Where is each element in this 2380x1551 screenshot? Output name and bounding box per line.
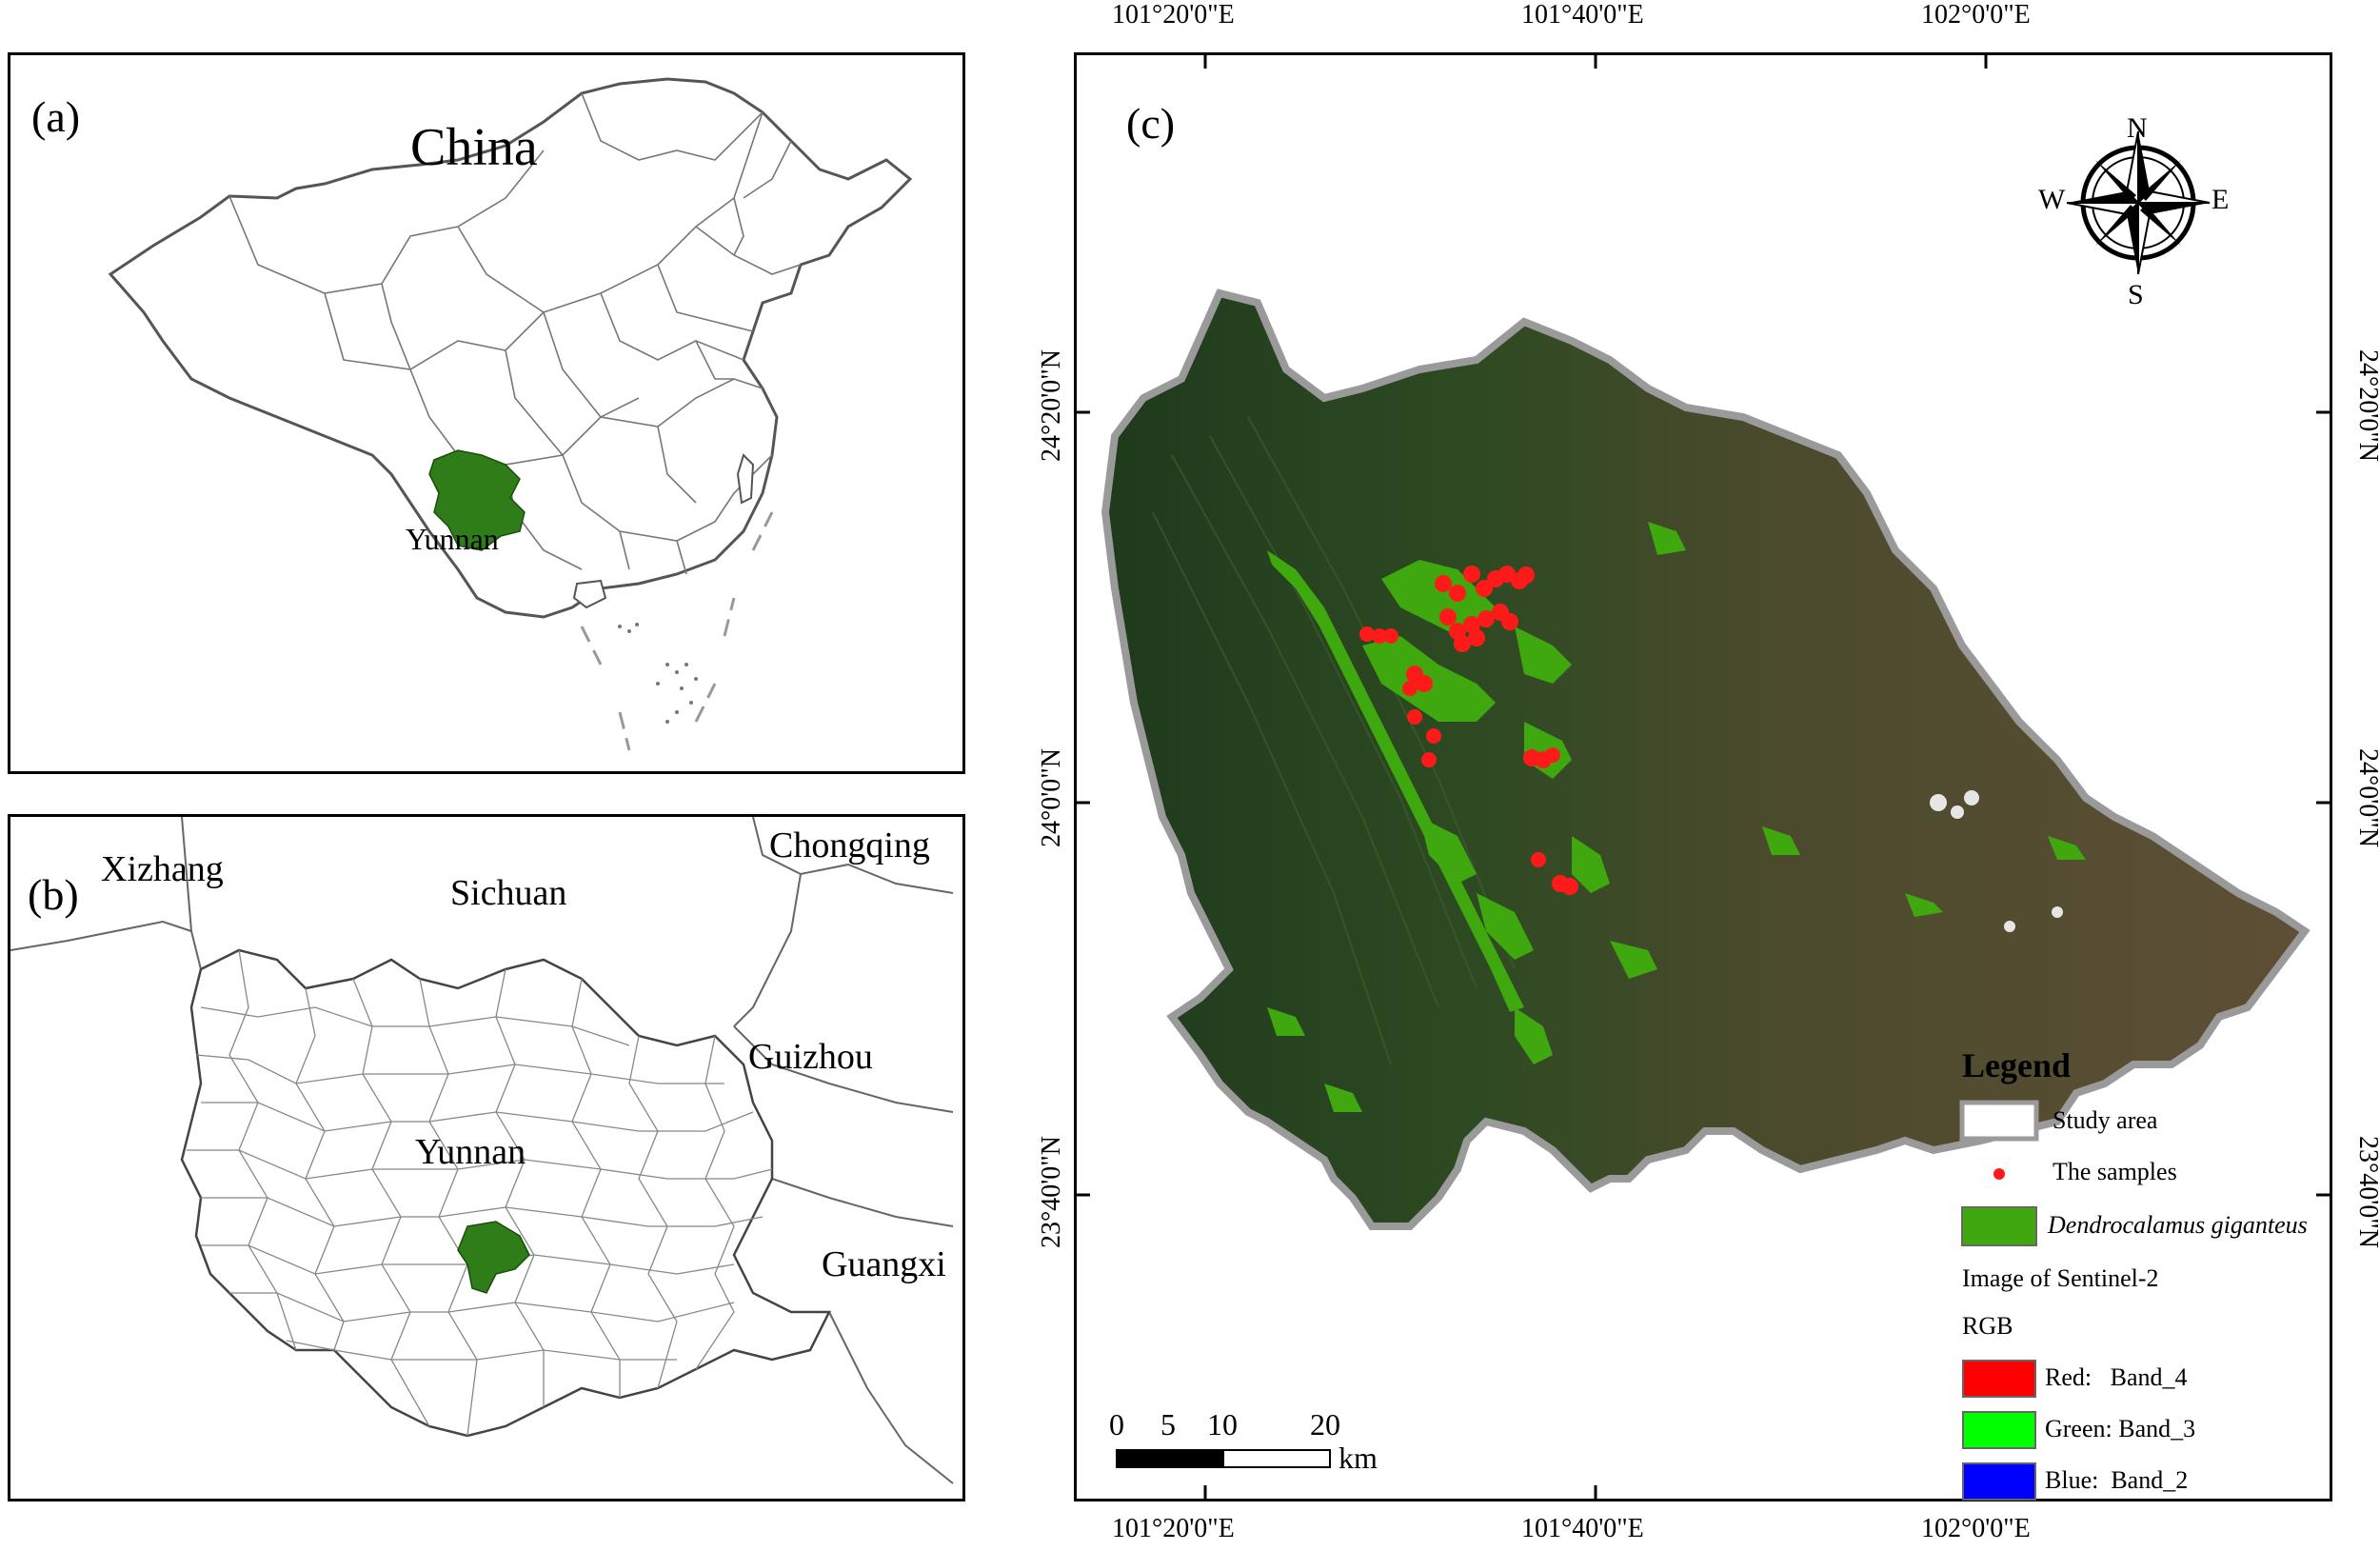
legend-blue-band-label: Blue: Band_2	[2045, 1466, 2189, 1494]
guizhou-label: Guizhou	[748, 1037, 873, 1077]
scale-tick-10: 10	[1207, 1407, 1238, 1442]
top-lon-tick-2: 101°40'0"E	[1521, 0, 1644, 30]
legend-green-band-swatch	[1962, 1411, 2036, 1449]
panel-c-tag: (c)	[1126, 99, 1176, 148]
compass-north-label: N	[2127, 112, 2148, 144]
legend-blue-band-swatch	[1962, 1462, 2036, 1501]
yunnan-highlight-shape	[428, 449, 526, 551]
legend-study-area-label: Study area	[2053, 1106, 2158, 1134]
guangxi-label: Guangxi	[822, 1244, 946, 1284]
panel-b-tag: (b)	[28, 870, 79, 919]
xizhang-label: Xizhang	[101, 849, 224, 889]
yunnan-county-map	[10, 817, 954, 1484]
legend-bamboo-swatch	[1961, 1206, 2037, 1246]
legend-sample-dot	[1993, 1168, 2005, 1180]
right-lat-tick-3: 23°40'0"N	[2353, 1136, 2380, 1248]
study-area-polygon	[1101, 288, 2311, 1230]
scale-bar	[1116, 1449, 1331, 1468]
legend-image-source: Image of Sentinel-2	[1962, 1264, 2159, 1292]
north-arrow-compass	[2066, 130, 2211, 275]
legend-red-band-swatch	[1962, 1360, 2036, 1398]
compass-east-label: E	[2211, 184, 2230, 215]
bottom-lon-tick-3: 102°0'0"E	[1921, 1514, 2031, 1543]
legend-title: Legend	[1962, 1046, 2072, 1084]
china-label: China	[410, 118, 538, 177]
study-area-satellite-map	[1077, 55, 2330, 1499]
bottom-lon-tick-2: 101°40'0"E	[1521, 1514, 1644, 1543]
legend-samples-label: The samples	[2053, 1158, 2177, 1185]
panel-a-tag: (a)	[31, 92, 81, 141]
panel-b-yunnan-map: (b) Xizhang Sichuan Chongqing Guizhou Yu…	[8, 814, 965, 1501]
top-lon-tick-3: 102°0'0"E	[1921, 0, 2031, 30]
panel-a-china-map: (a) China Yunnan	[8, 52, 965, 774]
china-outline-map	[108, 77, 913, 751]
compass-south-label: S	[2128, 279, 2144, 310]
left-lat-tick-2: 24°0'0"N	[1037, 748, 1066, 847]
legend-green-band-label: Green: Band_3	[2045, 1415, 2196, 1442]
panel-c-study-area-map: (c) N S E W 0 5 10 20 km Legend Study ar…	[1074, 52, 2332, 1501]
right-lat-tick-2: 24°0'0"N	[2353, 748, 2380, 847]
scale-tick-20: 20	[1310, 1407, 1340, 1442]
chongqing-label: Chongqing	[769, 825, 930, 865]
compass-west-label: W	[2038, 184, 2066, 215]
legend-red-band-label: Red: Band_4	[2045, 1363, 2188, 1391]
study-county-highlight	[457, 1221, 530, 1294]
bottom-lon-tick-1: 101°20'0"E	[1112, 1514, 1235, 1543]
right-lat-tick-1: 24°20'0"N	[2353, 349, 2380, 462]
yunnan-label-b: Yunnan	[415, 1132, 526, 1172]
scale-tick-0: 0	[1109, 1407, 1124, 1442]
scale-tick-5: 5	[1160, 1407, 1176, 1442]
yunnan-label-a: Yunnan	[406, 522, 499, 556]
legend-rgb-heading: RGB	[1962, 1312, 2013, 1340]
legend-study-area-swatch	[1959, 1100, 2039, 1142]
left-lat-tick-1: 24°20'0"N	[1037, 349, 1066, 462]
top-lon-tick-1: 101°20'0"E	[1112, 0, 1235, 30]
scale-unit: km	[1339, 1441, 1378, 1475]
left-lat-tick-3: 23°40'0"N	[1037, 1136, 1066, 1248]
legend-species-label: Dendrocalamus giganteus	[2048, 1211, 2308, 1239]
sichuan-label: Sichuan	[450, 873, 567, 913]
